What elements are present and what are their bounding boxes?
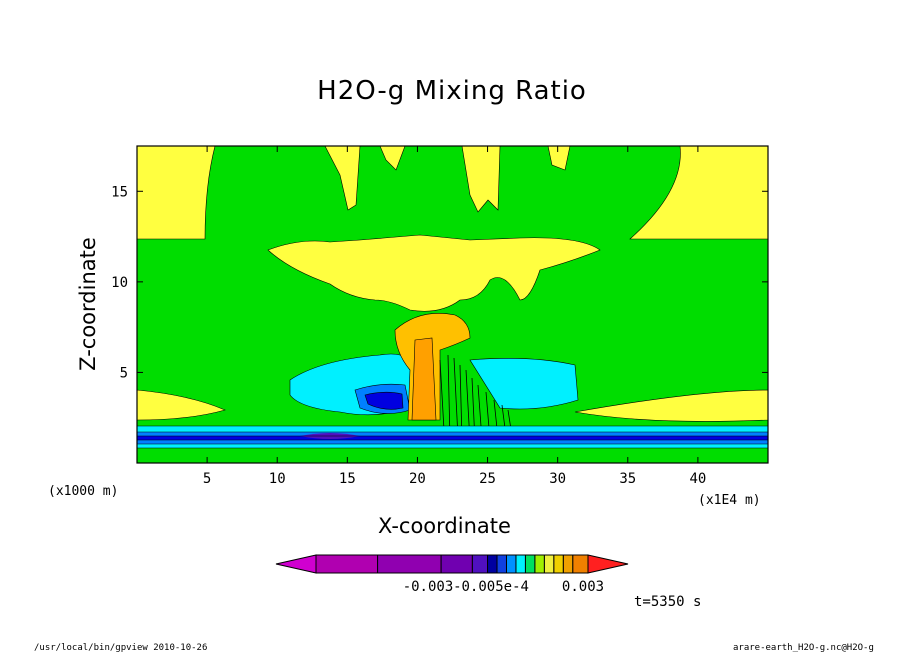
colorbar-segment <box>440 554 473 574</box>
deep-blue-region <box>364 391 404 410</box>
time-label: t=5350 s <box>634 594 702 610</box>
plot-area <box>137 146 768 463</box>
upper-plume-yellow-2 <box>379 146 406 171</box>
tick-labels: 5 10 15 20 25 30 35 40 5 10 15 <box>111 184 706 487</box>
convective-contours <box>439 354 513 443</box>
colorbar-segment <box>471 554 489 574</box>
x-tick-label: 5 <box>203 471 211 487</box>
surface-band-green <box>137 448 768 463</box>
colorbar-segment <box>487 554 498 574</box>
colorbar-segment <box>515 554 526 574</box>
colorbar-segment <box>534 554 545 574</box>
x-tick-label: 30 <box>549 471 566 487</box>
y-tick-label: 10 <box>111 275 128 291</box>
surface-band-lightblue <box>137 432 768 436</box>
upper-right-yellow <box>629 146 768 240</box>
x-tick-label: 10 <box>269 471 286 487</box>
x-tick-label: 15 <box>339 471 356 487</box>
colorbar-segment <box>572 554 589 574</box>
footer-left: /usr/local/bin/gpview 2010-10-26 <box>34 643 208 653</box>
low-left-yellow <box>137 389 226 421</box>
anvil-yellow <box>267 234 601 312</box>
colorbar-segment <box>524 554 536 574</box>
upper-left-yellow <box>137 146 216 240</box>
y-tick-label: 5 <box>120 365 128 381</box>
upper-plume-yellow-1 <box>324 146 361 211</box>
y-tick-label: 15 <box>111 184 128 200</box>
footer-right: arare-earth_H2O-g.nc@H2O-g <box>733 643 874 653</box>
colorbar-segment <box>377 554 442 574</box>
chart-title: H2O-g Mixing Ratio <box>317 76 587 106</box>
colorbar-label: -0.005e-4 <box>453 579 529 595</box>
low-right-yellow <box>574 389 768 422</box>
surface-band-blue <box>137 436 768 440</box>
colorbar-segment <box>315 554 379 574</box>
x-tick-label: 20 <box>409 471 426 487</box>
plot-frame <box>136 145 769 464</box>
surface-band-cyan <box>137 426 768 432</box>
x-tick-label: 25 <box>479 471 496 487</box>
colorbar-segment <box>505 554 517 574</box>
cyan-region-right <box>469 358 579 410</box>
surface-contours <box>137 425 768 449</box>
x-tick-label: 40 <box>689 471 706 487</box>
colorbar-left-triangle <box>275 554 317 574</box>
colorbar-segment <box>496 554 507 574</box>
colorbar-label: 0.003 <box>562 579 604 595</box>
x-unit-left: (x1000 m) <box>48 484 119 499</box>
colorbar-segment <box>543 554 555 574</box>
x-unit-right: (x1E4 m) <box>698 493 761 508</box>
surface-band-cyan-2 <box>137 444 768 448</box>
orange-core <box>411 337 437 421</box>
surface-band-lightblue-2 <box>137 440 768 444</box>
x-tick-label: 35 <box>619 471 636 487</box>
colorbar-label: -0.003 <box>403 579 454 595</box>
colorbar: -0.003 -0.005e-4 0.003 <box>275 554 629 595</box>
y-axis-label: Z-coordinate <box>76 237 100 371</box>
colorbar-segment <box>562 554 574 574</box>
upper-plume-yellow-4 <box>547 146 571 171</box>
colorbar-segment <box>553 554 564 574</box>
x-axis-label: X-coordinate <box>378 514 511 538</box>
colorbar-right-triangle <box>587 554 629 574</box>
axis-ticks <box>137 146 768 463</box>
upper-plume-yellow-3 <box>461 146 501 213</box>
